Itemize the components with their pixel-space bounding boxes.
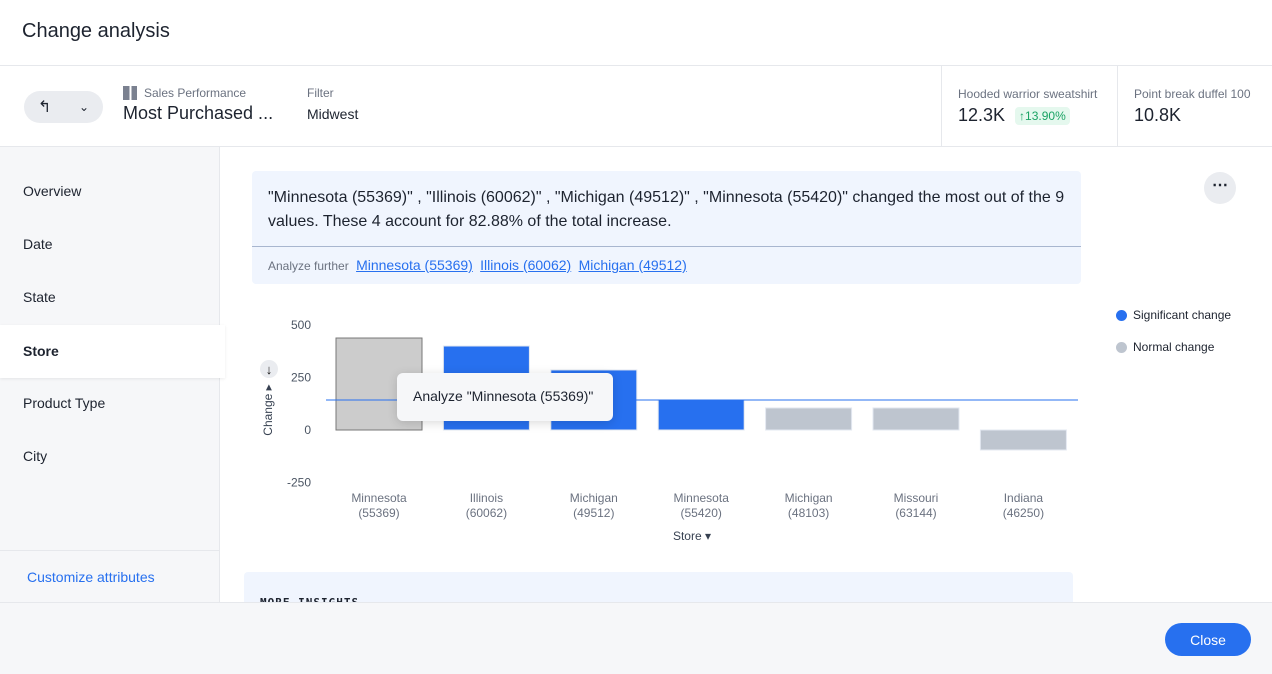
filter-info: Filter Midwest: [307, 86, 358, 122]
x-tick-label: Michigan: [785, 491, 833, 505]
legend-normal: Normal change: [1116, 340, 1214, 354]
kpi-tile: Hooded warrior sweatshirt 12.3K ↑13.90%: [941, 66, 1117, 146]
liveboard-icon: [123, 86, 137, 100]
attribute-sidebar: Overview Date State Store Product Type C…: [0, 147, 225, 603]
more-options-icon[interactable]: ⋯: [1204, 172, 1236, 204]
source-label: Sales Performance: [144, 86, 247, 100]
summary-card: "Minnesota (55369)" , "Illinois (60062)"…: [252, 171, 1081, 284]
x-tick-label: (55420): [681, 506, 722, 520]
x-tick-label: Illinois: [470, 491, 503, 505]
dialog-footer: Close: [0, 602, 1272, 674]
analyze-tooltip[interactable]: Analyze "Minnesota (55369)": [397, 373, 613, 421]
return-arrow-icon[interactable]: ↰: [37, 99, 52, 116]
x-tick-label: Minnesota: [351, 491, 407, 505]
answer-title: Most Purchased ...: [123, 103, 274, 123]
bar-6[interactable]: [979, 429, 1067, 451]
bar-4[interactable]: [765, 407, 853, 431]
x-tick-label: Missouri: [894, 491, 939, 505]
sort-down-icon: ↓: [266, 362, 273, 377]
x-tick-label: Michigan: [570, 491, 618, 505]
sidebar-item-city[interactable]: City: [23, 448, 48, 464]
x-tick-label: (48103): [788, 506, 829, 520]
x-tick-label: (46250): [1003, 506, 1044, 520]
kpi-label: Hooded warrior sweatshirt: [958, 87, 1098, 101]
y-tick-label: 500: [291, 318, 311, 332]
sidebar-item-product-type[interactable]: Product Type: [23, 395, 106, 411]
answer-info: Sales Performance Most Purchased ...: [123, 86, 273, 124]
analyze-further-label: Analyze further: [268, 259, 349, 273]
sidebar-item-date[interactable]: Date: [23, 236, 53, 252]
analyze-link[interactable]: Minnesota (55369): [356, 257, 473, 273]
dialog-title: Change analysis: [22, 20, 170, 42]
change-badge: ↑13.90%: [1015, 106, 1070, 125]
navigation-button[interactable]: ↰ ⌄: [24, 91, 103, 123]
kpi-label: Point break duffel 100: [1134, 87, 1251, 101]
kpi-tile: Point break duffel 100 10.8K: [1117, 66, 1272, 146]
x-axis-label[interactable]: Store ▾: [673, 529, 711, 543]
x-tick-label: (55369): [358, 506, 399, 520]
analyze-link[interactable]: Illinois (60062): [480, 257, 572, 273]
analyze-link[interactable]: Michigan (49512): [578, 257, 687, 273]
legend-label: Significant change: [1133, 308, 1232, 322]
y-tick-label: -250: [287, 476, 311, 490]
change-chart: 5002500-250Minnesota(55369)Illinois(6006…: [260, 318, 1078, 543]
summary-text: "Minnesota (55369)" , "Illinois (60062)"…: [252, 171, 1081, 247]
y-axis-label[interactable]: Change ▸: [261, 384, 275, 435]
y-tick-label: 250: [291, 371, 311, 385]
x-tick-label: (63144): [895, 506, 936, 520]
x-tick-label: (49512): [573, 506, 614, 520]
customize-attributes-link[interactable]: Customize attributes: [0, 550, 220, 603]
legend-dot: [1116, 341, 1127, 353]
kpi-value: 12.3K: [958, 105, 1006, 125]
x-tick-label: Indiana: [1004, 491, 1044, 505]
kpi-value: 10.8K: [1134, 105, 1182, 125]
legend-significant: Significant change: [1116, 308, 1231, 322]
filter-value: Midwest: [307, 106, 359, 122]
legend-dot: [1116, 309, 1127, 321]
chevron-down-icon[interactable]: ⌄: [79, 100, 90, 114]
filter-label: Filter: [307, 86, 334, 100]
bar-5[interactable]: [872, 407, 960, 431]
x-tick-label: Minnesota: [674, 491, 730, 505]
toolbar: ↰ ⌄ Sales Performance Most Purchased ... …: [0, 66, 1272, 147]
sidebar-item-store[interactable]: Store: [0, 325, 225, 378]
dialog-header: Change analysis: [0, 0, 1272, 66]
close-button[interactable]: Close: [1165, 623, 1251, 656]
x-tick-label: (60062): [466, 506, 507, 520]
sidebar-item-state[interactable]: State: [23, 289, 56, 305]
legend-label: Normal change: [1133, 340, 1215, 354]
sort-button: [260, 360, 278, 378]
bar-3[interactable]: [657, 399, 745, 431]
analyze-further: Analyze further Minnesota (55369) Illino…: [252, 247, 1081, 283]
sidebar-item-overview[interactable]: Overview: [23, 183, 82, 199]
y-tick-label: 0: [304, 423, 311, 437]
